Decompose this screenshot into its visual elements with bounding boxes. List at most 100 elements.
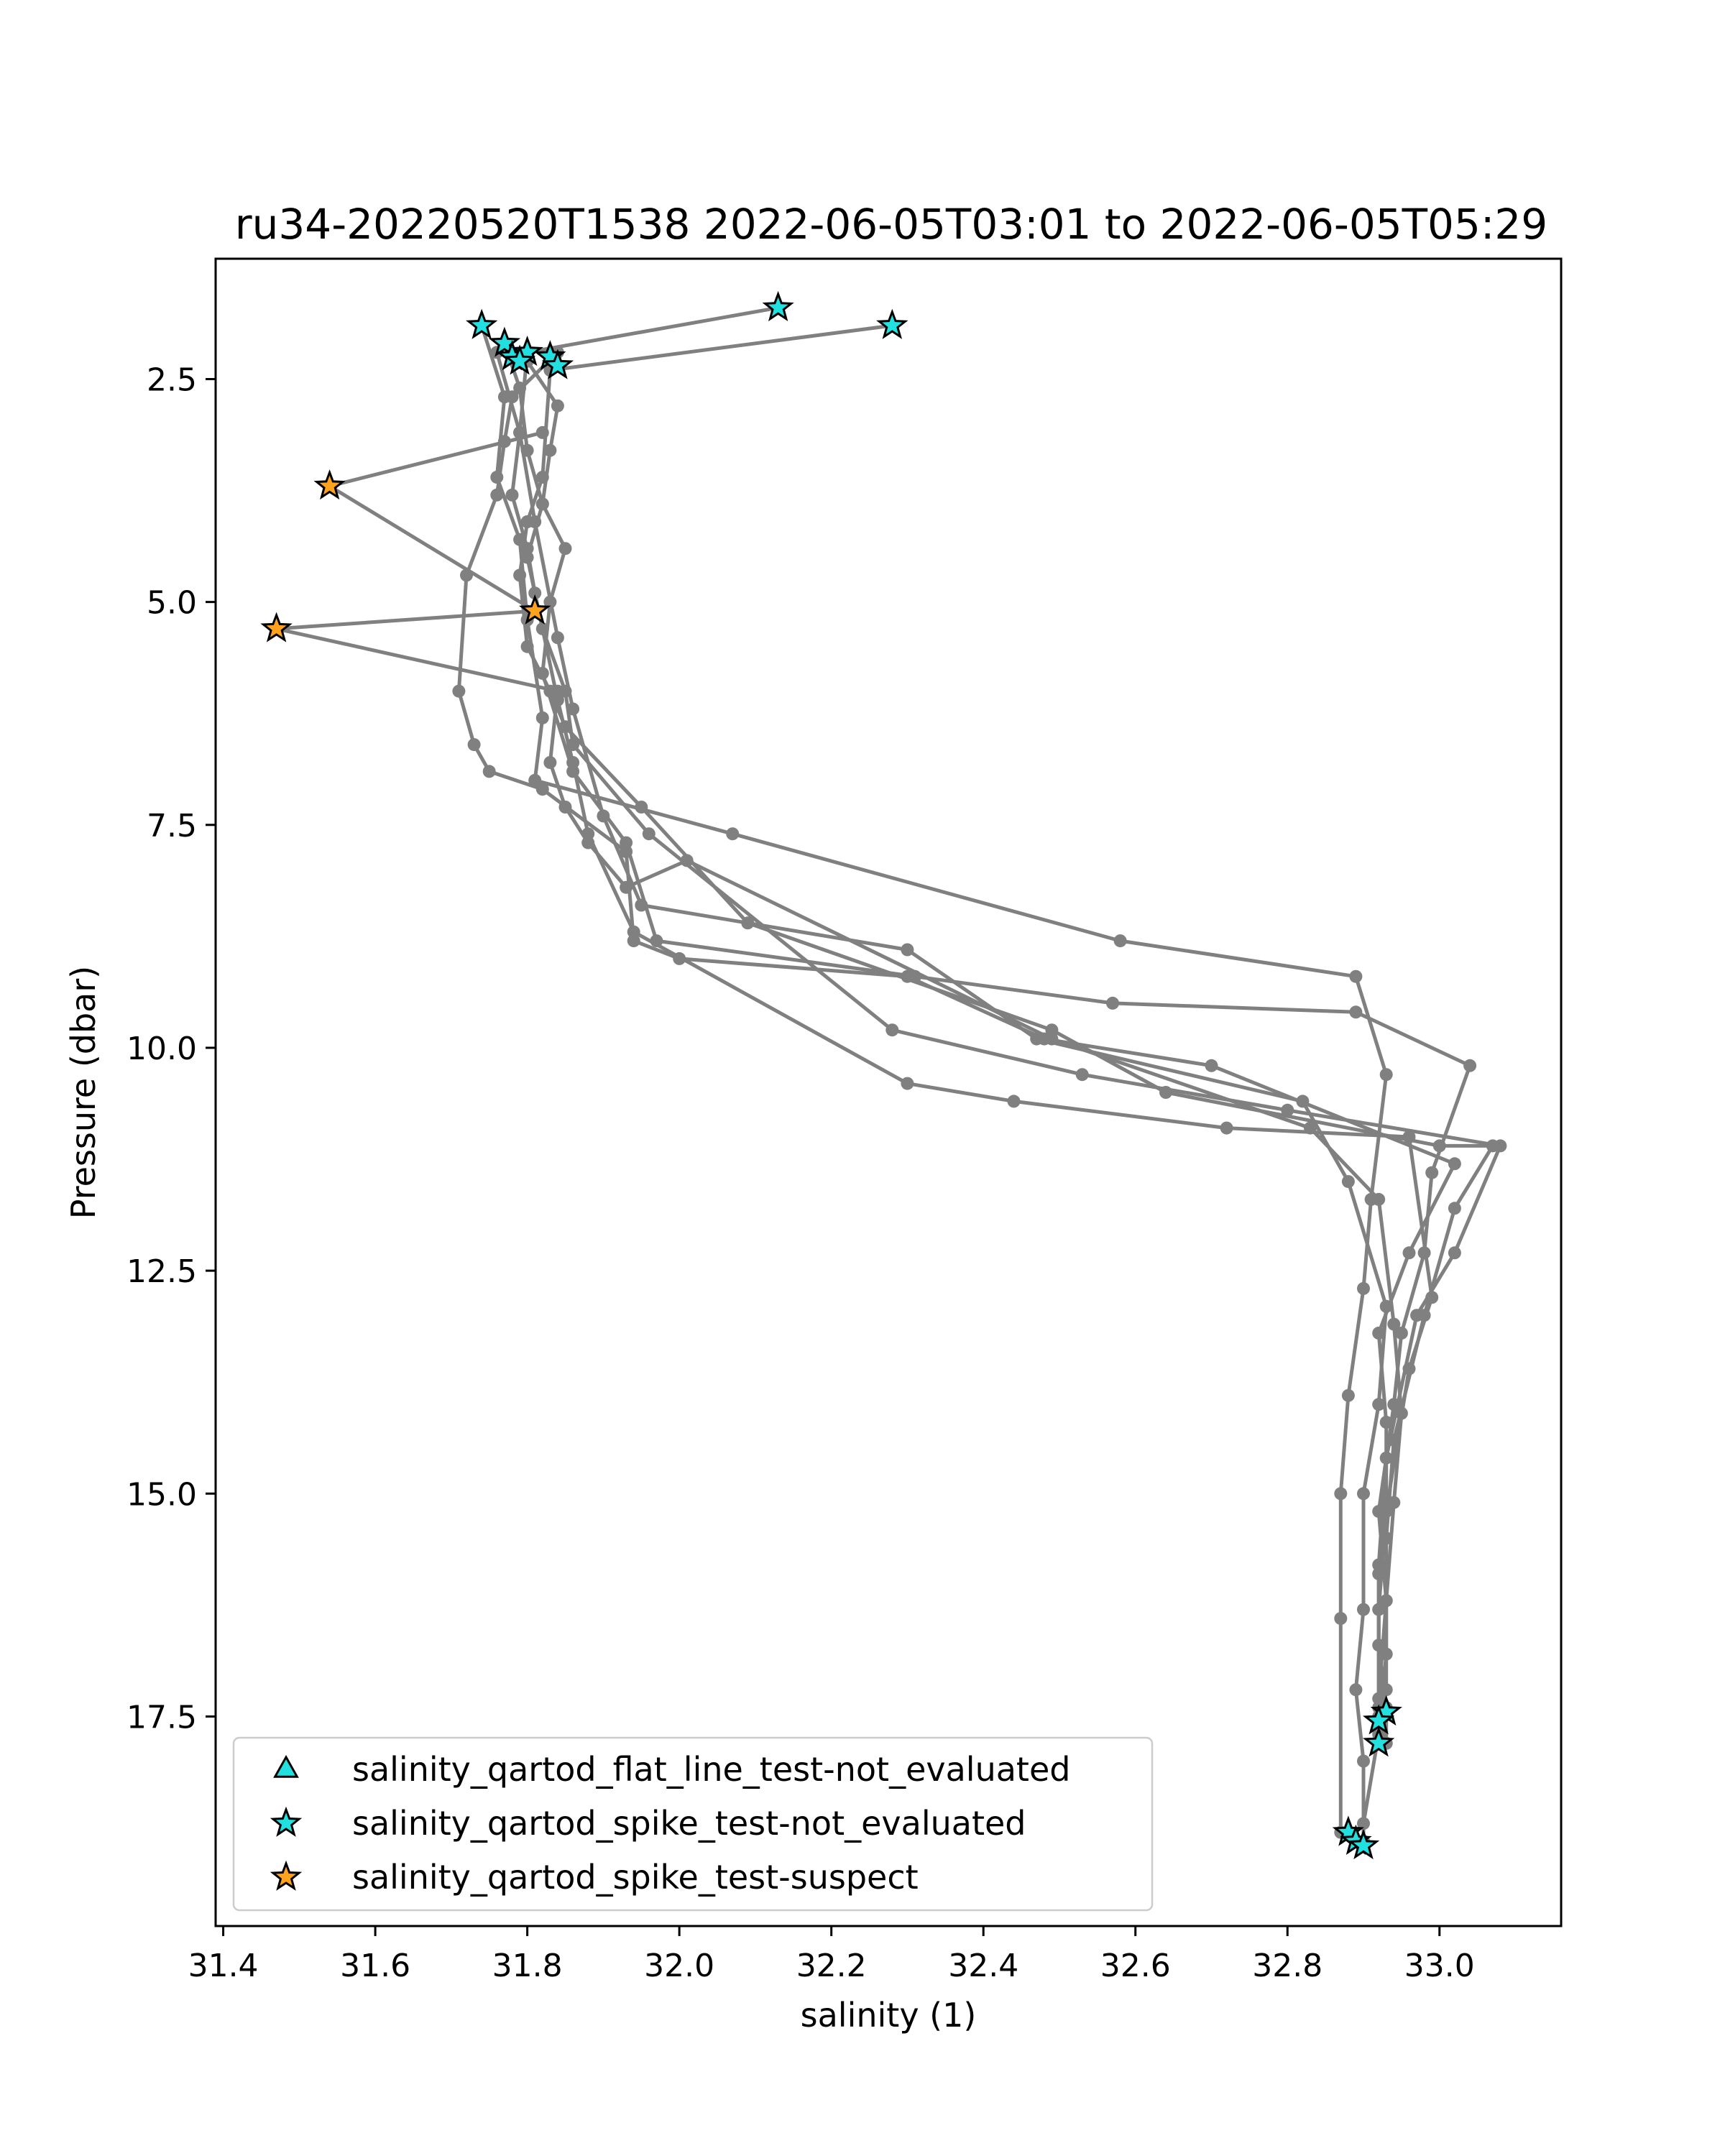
profile-point bbox=[1045, 1023, 1059, 1037]
profile-point bbox=[452, 684, 466, 698]
profile-line-5 bbox=[518, 323, 1495, 1735]
profile-point bbox=[620, 880, 633, 894]
profile-point bbox=[1379, 1594, 1393, 1608]
y-tick-label: 7.5 bbox=[147, 808, 197, 844]
profile-point bbox=[1372, 1192, 1386, 1206]
x-tick-label: 32.4 bbox=[948, 1948, 1018, 1984]
legend-label: salinity_qartod_flat_line_test-not_evalu… bbox=[352, 1750, 1070, 1789]
plot-area bbox=[260, 290, 1507, 1860]
y-axis: 2.5 5.0 7.5 10.0 12.5 15.0 17.5 bbox=[126, 361, 216, 1736]
profile-point bbox=[505, 488, 519, 502]
profile-point bbox=[1372, 1603, 1386, 1616]
profile-line-2 bbox=[525, 360, 1472, 1842]
qc-star-marker bbox=[519, 594, 551, 625]
profile-point bbox=[1410, 1309, 1424, 1322]
x-tick-label: 31.6 bbox=[340, 1948, 410, 1984]
profile-point bbox=[1281, 1103, 1294, 1117]
profile-point bbox=[1402, 1362, 1416, 1376]
profile-point bbox=[1387, 1496, 1401, 1509]
profile-point bbox=[513, 568, 527, 582]
profile-point bbox=[901, 943, 914, 957]
profile-point bbox=[1387, 1317, 1401, 1331]
x-tick-label: 32.8 bbox=[1252, 1948, 1322, 1984]
profile-point bbox=[535, 425, 549, 439]
legend: salinity_qartod_flat_line_test-not_evalu… bbox=[232, 1736, 1154, 1912]
profile-point bbox=[1334, 1612, 1348, 1625]
qc-star-marker bbox=[1363, 1726, 1395, 1757]
chart-title: ru34-20220520T1538 2022-06-05T03:01 to 2… bbox=[235, 200, 1547, 249]
profile-point bbox=[901, 1077, 914, 1090]
profile-point bbox=[597, 809, 610, 823]
profile-point bbox=[535, 471, 549, 484]
profile-point bbox=[1075, 1068, 1089, 1082]
profile-point bbox=[535, 711, 549, 724]
profile-point bbox=[528, 586, 542, 600]
profile-point bbox=[627, 925, 640, 939]
y-tick-label: 5.0 bbox=[147, 585, 197, 622]
legend-triangle-marker bbox=[273, 1754, 299, 1778]
profile-point bbox=[551, 399, 564, 413]
qc-star-marker bbox=[876, 308, 908, 339]
qc-star-marker bbox=[541, 349, 574, 379]
profile-point bbox=[558, 542, 572, 556]
profile-point bbox=[551, 631, 564, 645]
profile-point bbox=[741, 916, 755, 930]
profile-point bbox=[1349, 1005, 1363, 1019]
profile-point bbox=[535, 783, 549, 796]
profile-point bbox=[726, 827, 740, 841]
y-tick-label: 12.5 bbox=[126, 1253, 197, 1290]
profile-point bbox=[1448, 1202, 1461, 1215]
profile-point bbox=[1379, 1068, 1393, 1082]
x-tick-label: 31.8 bbox=[492, 1948, 563, 1984]
y-tick-label: 10.0 bbox=[126, 1031, 197, 1067]
profile-point bbox=[642, 827, 656, 841]
profile-point bbox=[635, 898, 648, 912]
profile-point bbox=[1341, 1175, 1355, 1189]
y-axis-label: Pressure (dbar) bbox=[64, 966, 103, 1219]
profile-point bbox=[543, 443, 557, 457]
profile-point bbox=[1402, 1246, 1416, 1260]
profile-line-1 bbox=[456, 351, 1457, 1743]
x-tick-label: 32.6 bbox=[1100, 1948, 1171, 1984]
qc-star-marker bbox=[260, 612, 293, 642]
profile-point bbox=[520, 640, 534, 653]
profile-point bbox=[1448, 1157, 1461, 1171]
profile-point bbox=[1357, 1754, 1370, 1768]
profile-point bbox=[1304, 1121, 1317, 1135]
qc-star-marker bbox=[313, 469, 346, 500]
x-tick-label: 33.0 bbox=[1404, 1948, 1475, 1984]
profile-point bbox=[680, 854, 694, 867]
profile-point bbox=[1425, 1166, 1439, 1179]
profile-point bbox=[1205, 1059, 1218, 1072]
plot-frame bbox=[214, 257, 1563, 1927]
profile-point bbox=[1425, 1291, 1439, 1304]
x-axis: 31.4 31.6 31.8 32.0 32.2 32.4 32.6 32.8 33.0 bbox=[188, 1926, 1475, 1984]
profile-point bbox=[1349, 969, 1363, 983]
qc-star-marker bbox=[466, 308, 498, 339]
profile-point bbox=[1007, 1095, 1021, 1108]
legend-star-marker bbox=[270, 1806, 303, 1837]
profile-point bbox=[482, 765, 496, 778]
profile-point bbox=[581, 836, 595, 849]
profile-point bbox=[1463, 1059, 1477, 1072]
profile-point bbox=[467, 738, 481, 752]
profile-point bbox=[1357, 1487, 1370, 1501]
profile-line-3 bbox=[479, 325, 1389, 1833]
y-tick-label: 15.0 bbox=[126, 1476, 197, 1513]
profile-point bbox=[566, 756, 580, 769]
profile-line-6 bbox=[502, 343, 1502, 1717]
profile-point bbox=[1402, 1130, 1416, 1143]
profile-point bbox=[1372, 1398, 1386, 1411]
profile-point bbox=[1379, 1451, 1393, 1465]
profile-line-7 bbox=[494, 351, 1434, 1708]
profile-point bbox=[490, 471, 504, 484]
profile-point bbox=[1334, 1487, 1348, 1501]
qc-star-marker bbox=[762, 290, 794, 322]
x-axis-label: salinity (1) bbox=[801, 1996, 977, 2035]
profile-point bbox=[520, 542, 534, 556]
profile-point bbox=[535, 497, 549, 511]
qc-star-marker bbox=[503, 344, 536, 375]
legend-box bbox=[232, 1736, 1154, 1912]
legend-star-marker bbox=[270, 1860, 303, 1891]
profile-point bbox=[551, 684, 564, 698]
